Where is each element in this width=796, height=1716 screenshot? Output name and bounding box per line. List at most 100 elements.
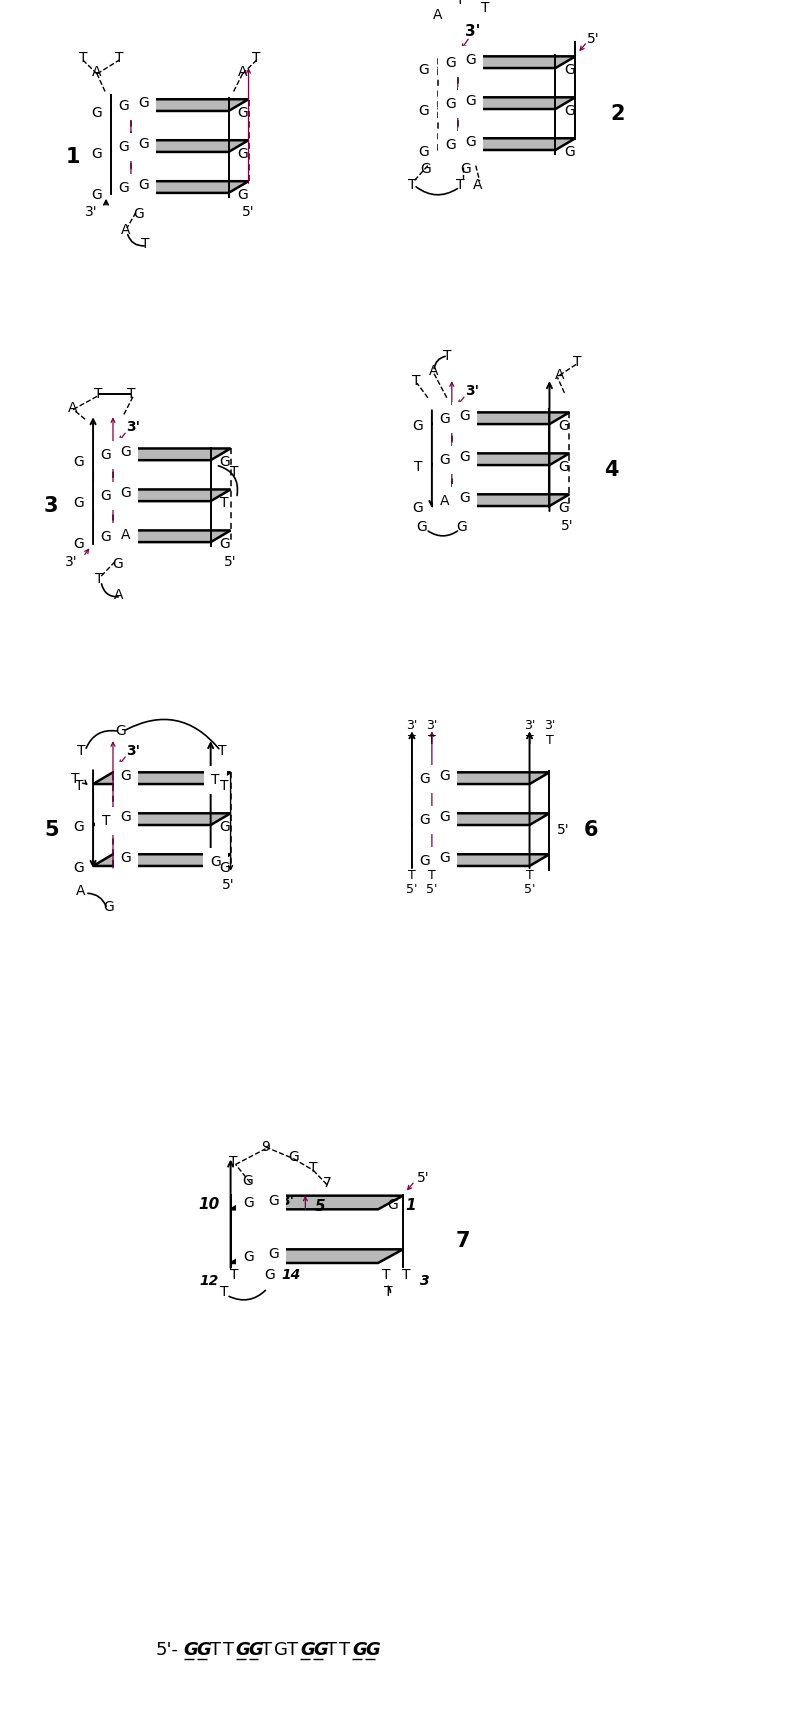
Text: G: G <box>439 453 451 467</box>
Text: G: G <box>564 105 575 118</box>
Text: T: T <box>384 1285 392 1299</box>
Text: 5': 5' <box>222 879 235 892</box>
Polygon shape <box>412 855 549 867</box>
Text: G: G <box>564 63 575 77</box>
Text: G: G <box>119 141 129 154</box>
Text: G: G <box>419 105 429 118</box>
Text: A: A <box>429 364 439 379</box>
Text: G: G <box>92 148 103 161</box>
Text: G: G <box>139 178 150 192</box>
Text: T: T <box>545 734 553 746</box>
Text: T: T <box>412 374 420 388</box>
Text: G: G <box>112 556 123 571</box>
Text: G: G <box>237 106 248 120</box>
Text: G: G <box>184 1640 198 1659</box>
Text: G: G <box>300 1640 315 1659</box>
Polygon shape <box>432 494 569 506</box>
Text: G: G <box>275 1640 288 1659</box>
Text: 3': 3' <box>406 719 418 733</box>
Polygon shape <box>93 813 231 825</box>
Text: T: T <box>455 178 464 192</box>
Text: G: G <box>388 1198 398 1213</box>
Text: G: G <box>219 537 230 551</box>
FancyArrowPatch shape <box>88 894 106 906</box>
Text: G: G <box>120 851 131 865</box>
Text: G: G <box>219 861 230 875</box>
Text: G: G <box>237 1198 248 1211</box>
Text: T: T <box>218 743 227 758</box>
Text: T: T <box>402 1268 410 1282</box>
Text: 5': 5' <box>587 33 599 46</box>
Text: G: G <box>100 489 111 503</box>
FancyArrowPatch shape <box>229 1290 266 1301</box>
Text: T: T <box>482 0 490 14</box>
Text: G: G <box>456 520 467 534</box>
Text: 3': 3' <box>64 554 77 568</box>
Text: 5': 5' <box>406 882 418 896</box>
FancyArrowPatch shape <box>416 187 458 196</box>
Polygon shape <box>438 139 576 149</box>
Text: G: G <box>564 144 575 160</box>
Text: 3: 3 <box>420 1273 430 1287</box>
Text: T: T <box>309 1162 318 1175</box>
Text: G: G <box>439 412 451 426</box>
Text: T: T <box>252 51 261 65</box>
Text: 1: 1 <box>66 148 80 166</box>
Polygon shape <box>93 530 231 542</box>
Text: G: G <box>119 100 129 113</box>
Text: T: T <box>220 1285 229 1299</box>
Text: 3': 3' <box>126 743 140 758</box>
Text: 5': 5' <box>524 882 535 896</box>
Text: T: T <box>229 1155 238 1169</box>
Text: 3: 3 <box>44 496 58 517</box>
FancyArrowPatch shape <box>127 235 144 245</box>
Text: T: T <box>95 571 103 587</box>
Text: G: G <box>120 446 131 460</box>
Polygon shape <box>93 448 231 460</box>
Text: T: T <box>443 348 451 362</box>
Text: 12: 12 <box>199 1273 218 1287</box>
Text: 5': 5' <box>561 518 574 532</box>
Text: T: T <box>573 355 582 369</box>
Text: T: T <box>102 813 111 829</box>
Text: A: A <box>555 369 564 383</box>
Text: T: T <box>414 460 422 474</box>
Text: G: G <box>268 1194 279 1208</box>
Text: 3': 3' <box>280 1194 295 1208</box>
Text: T: T <box>79 51 88 65</box>
Text: G: G <box>365 1640 380 1659</box>
Text: T: T <box>408 734 416 746</box>
Text: G: G <box>466 94 476 108</box>
Text: G: G <box>74 820 84 834</box>
FancyArrowPatch shape <box>428 530 458 535</box>
Text: G: G <box>243 1196 254 1210</box>
Text: G: G <box>92 106 103 120</box>
Text: G: G <box>558 460 569 474</box>
Text: G: G <box>197 1640 212 1659</box>
Text: G: G <box>352 1640 367 1659</box>
Polygon shape <box>111 182 248 192</box>
Text: G: G <box>459 450 470 465</box>
Text: T: T <box>220 496 229 510</box>
Text: G: G <box>264 1268 275 1282</box>
Text: G: G <box>439 810 451 824</box>
Text: G: G <box>139 137 150 151</box>
Text: T: T <box>287 1640 298 1659</box>
Text: G: G <box>412 419 423 432</box>
Text: T: T <box>382 1268 390 1282</box>
Text: T: T <box>428 734 435 746</box>
Polygon shape <box>93 489 231 501</box>
Text: T: T <box>339 1640 350 1659</box>
Text: G: G <box>74 537 84 551</box>
Text: T: T <box>261 1640 272 1659</box>
Text: T: T <box>455 0 464 7</box>
Text: G: G <box>439 851 451 865</box>
Text: G: G <box>420 163 431 177</box>
Text: T: T <box>223 1640 234 1659</box>
Text: A: A <box>76 884 86 899</box>
Text: G: G <box>460 163 471 177</box>
Text: G: G <box>115 724 127 738</box>
Text: G: G <box>268 1248 279 1261</box>
Text: 5': 5' <box>224 554 237 568</box>
Text: G: G <box>459 410 470 424</box>
